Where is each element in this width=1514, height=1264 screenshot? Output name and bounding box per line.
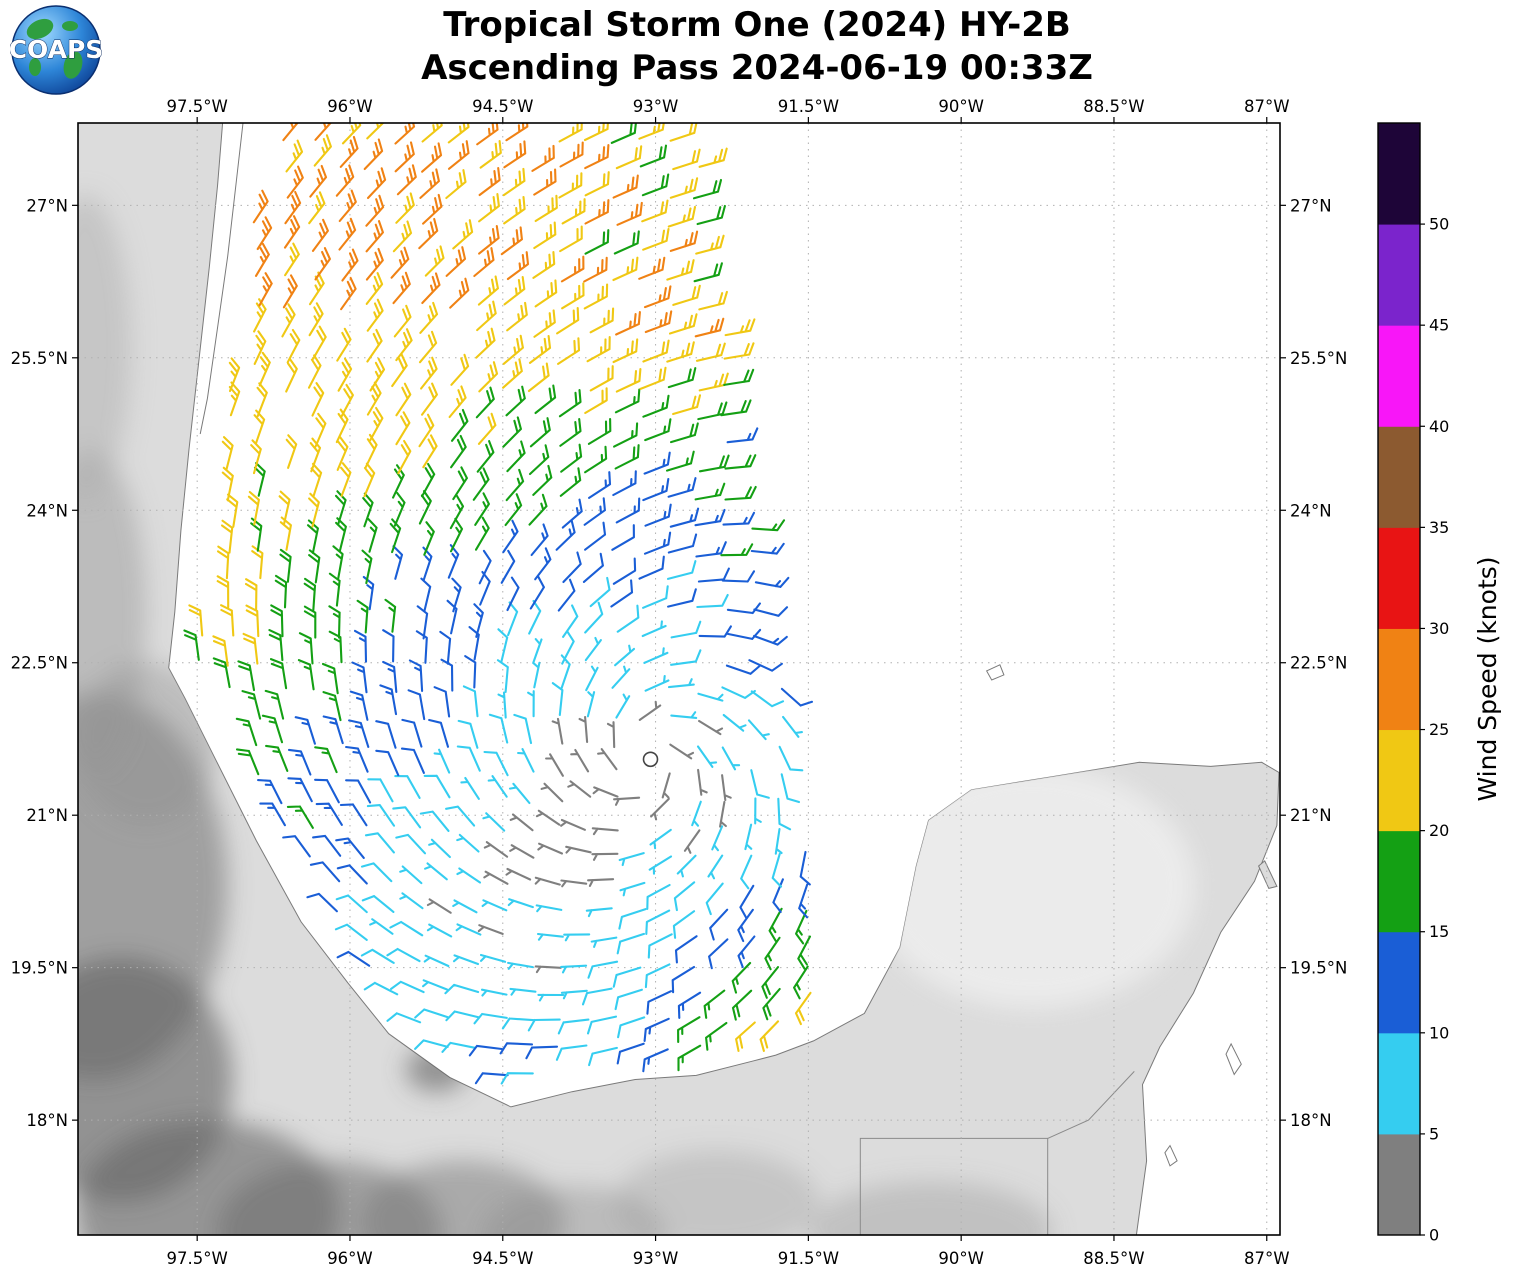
lat-tick-label-left: 21°N <box>26 806 68 825</box>
colorbar-tick-label: 10 <box>1429 1023 1449 1042</box>
lat-tick-label-left: 25.5°N <box>11 349 68 368</box>
colorbar-tick-label: 0 <box>1429 1226 1439 1245</box>
globe-land-4 <box>29 58 41 76</box>
lon-tick-label-top: 93°W <box>633 97 679 116</box>
colorbar-tick-label: 15 <box>1429 922 1449 941</box>
colorbar: 0 5 10 15 20 25 30 35 40 45 50 Wind Speed (knots) <box>1377 122 1502 1245</box>
lon-tick-label-top: 94.5°W <box>472 97 533 116</box>
country-border <box>1047 1071 1135 1139</box>
colorbar-tick-label: 20 <box>1429 821 1449 840</box>
lat-tick-label-right: 25.5°N <box>1290 349 1347 368</box>
axes: 97.5°W 97.5°W 96°W 96°W 94.5°W 94.5°W 93°W 93°W… <box>11 97 1348 1264</box>
colorbar-tick-label: 50 <box>1429 215 1449 234</box>
lon-tick-label-top: 87°W <box>1244 97 1290 116</box>
lat-tick-label-left: 22.5°N <box>11 654 68 673</box>
colorbar-tick-label: 30 <box>1429 619 1449 638</box>
lon-tick-label-top: 90°W <box>938 97 984 116</box>
colorbar-tick-label: 45 <box>1429 316 1449 335</box>
lon-tick-label-top: 91.5°W <box>778 97 839 116</box>
country-border <box>859 1137 1049 1235</box>
colorbar-tick-label: 40 <box>1429 417 1449 436</box>
lon-tick-label-bottom: 91.5°W <box>778 1249 839 1264</box>
lon-tick-label-bottom: 90°W <box>938 1249 984 1264</box>
lon-tick-label-top: 97.5°W <box>167 97 228 116</box>
lon-tick-label-bottom: 96°W <box>327 1249 373 1264</box>
colorbar-tick-label: 25 <box>1429 720 1449 739</box>
lon-tick-label-bottom: 87°W <box>1244 1249 1290 1264</box>
reef-south <box>1164 1144 1178 1167</box>
wind-barbs <box>183 123 814 1085</box>
colorbar-tick-label: 35 <box>1429 518 1449 537</box>
lon-tick-label-bottom: 93°W <box>633 1249 679 1264</box>
lon-tick-label-top: 88.5°W <box>1083 97 1144 116</box>
globe-land-2 <box>63 51 83 79</box>
lon-tick-label-bottom: 97.5°W <box>167 1249 228 1264</box>
gridlines <box>78 123 1280 1235</box>
storm-center-marker <box>642 751 659 768</box>
coaps-globe: COAPS <box>8 5 104 95</box>
lat-tick-label-right: 24°N <box>1290 501 1332 520</box>
lat-tick-label-right: 22.5°N <box>1290 654 1347 673</box>
lat-tick-label-right: 27°N <box>1290 196 1332 215</box>
lat-tick-label-left: 19.5°N <box>11 959 68 978</box>
coaps-logo: COAPS <box>8 4 104 96</box>
figure-title: Tropical Storm One (2024) HY-2B Ascendin… <box>0 4 1514 90</box>
arrecife-alacranes <box>985 664 1005 681</box>
lat-tick-label-right: 18°N <box>1290 1111 1332 1130</box>
lon-tick-label-bottom: 94.5°W <box>472 1249 533 1264</box>
colorbar-label: Wind Speed (knots) <box>1473 556 1502 801</box>
colorbar-tick-label: 5 <box>1429 1124 1439 1143</box>
cozumel <box>1257 860 1278 889</box>
lat-tick-label-left: 24°N <box>26 501 68 520</box>
title-line2: Ascending Pass 2024-06-19 00:33Z <box>421 47 1093 88</box>
lon-tick-label-bottom: 88.5°W <box>1083 1249 1144 1264</box>
banco-chinchorro <box>1225 1042 1242 1076</box>
lon-tick-label-top: 96°W <box>327 97 373 116</box>
coaps-logo-text: COAPS <box>10 35 102 64</box>
globe-land-1 <box>26 18 54 40</box>
globe-land-3 <box>62 21 78 31</box>
land <box>78 123 1280 1235</box>
title-line1: Tropical Storm One (2024) HY-2B <box>443 5 1071 45</box>
lat-tick-label-right: 21°N <box>1290 806 1332 825</box>
lat-tick-label-left: 18°N <box>26 1111 68 1130</box>
lat-tick-label-left: 27°N <box>26 196 68 215</box>
lat-tick-label-right: 19.5°N <box>1290 959 1347 978</box>
